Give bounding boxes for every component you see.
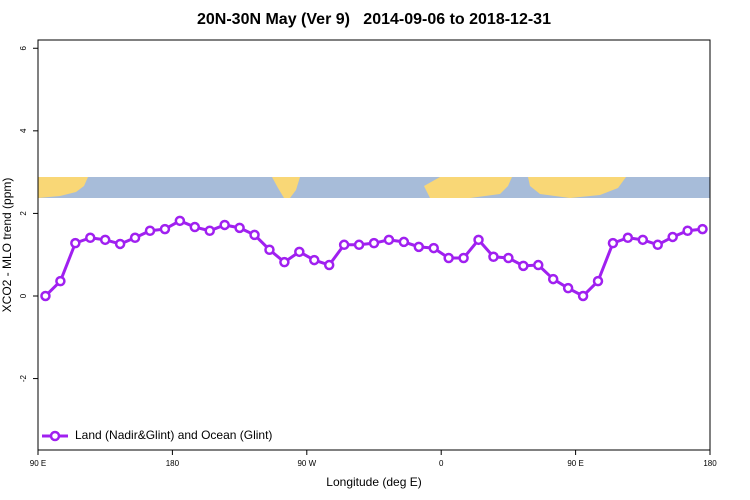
x-tick-label: 90 W [297, 459, 316, 468]
legend-label: Land (Nadir&Glint) and Ocean (Glint) [75, 428, 272, 442]
data-point [353, 239, 365, 251]
map-strip [38, 177, 710, 198]
data-point [159, 223, 171, 235]
data-point [592, 275, 604, 287]
data-point [309, 254, 320, 266]
data-point [428, 242, 439, 254]
x-tick-label: 0 [439, 459, 444, 468]
plot-frame [37, 39, 711, 451]
data-point [652, 239, 663, 251]
map-land [272, 177, 300, 198]
data-point [518, 260, 529, 272]
data-point [55, 275, 66, 287]
y-axis-label: XCO2 - MLO trend (ppm) [0, 178, 14, 313]
x-tick-label: 180 [166, 459, 180, 468]
data-point [622, 232, 634, 244]
data-point [40, 290, 51, 302]
chart-title: 20N-30N May (Ver 9) 2014-09-06 to 2018-1… [197, 11, 551, 28]
data-point [144, 225, 156, 237]
map-land [528, 177, 626, 198]
x-tick-label: 90 E [567, 459, 583, 468]
data-point [338, 239, 350, 251]
data-point [383, 234, 395, 246]
data-point [114, 238, 126, 250]
data-point [503, 252, 514, 264]
data-point [234, 222, 245, 234]
data-point [294, 246, 305, 258]
x-axis-label: Longitude (deg E) [326, 475, 421, 489]
data-point [219, 219, 230, 231]
y-tick-label: 4 [19, 128, 28, 133]
data-point [249, 229, 260, 241]
data-point [323, 259, 335, 271]
data-point [189, 221, 201, 233]
data-point [279, 256, 290, 268]
data-point [607, 237, 619, 249]
data-point [264, 244, 275, 255]
data-point [458, 252, 469, 264]
y-tick-label: 0 [19, 293, 28, 298]
legend-marker [49, 430, 61, 442]
series-line [44, 219, 703, 298]
data-point [533, 259, 544, 271]
map-land [424, 177, 512, 198]
y-tick-label: -2 [19, 374, 28, 382]
data-point [443, 252, 454, 264]
data-point [204, 225, 215, 237]
data-point [398, 236, 410, 248]
data-point [99, 234, 111, 246]
data-point [488, 251, 499, 263]
data-point [413, 241, 425, 253]
data-point [637, 234, 649, 246]
x-tick-label: 180 [703, 459, 717, 468]
data-point [368, 237, 380, 249]
data-point [473, 234, 484, 246]
y-tick-label: 2 [19, 211, 28, 216]
data-point [577, 290, 589, 302]
data-point [682, 225, 693, 237]
y-tick-label: 6 [19, 45, 28, 50]
data-point [547, 273, 559, 285]
data-point [85, 232, 96, 244]
data-point [697, 223, 708, 235]
data-point [174, 215, 186, 227]
data-point [129, 232, 141, 244]
x-tick-label: 90 E [30, 459, 46, 468]
data-point [562, 282, 574, 294]
map-land [38, 177, 88, 198]
data-point [70, 237, 81, 249]
data-point [667, 231, 678, 243]
